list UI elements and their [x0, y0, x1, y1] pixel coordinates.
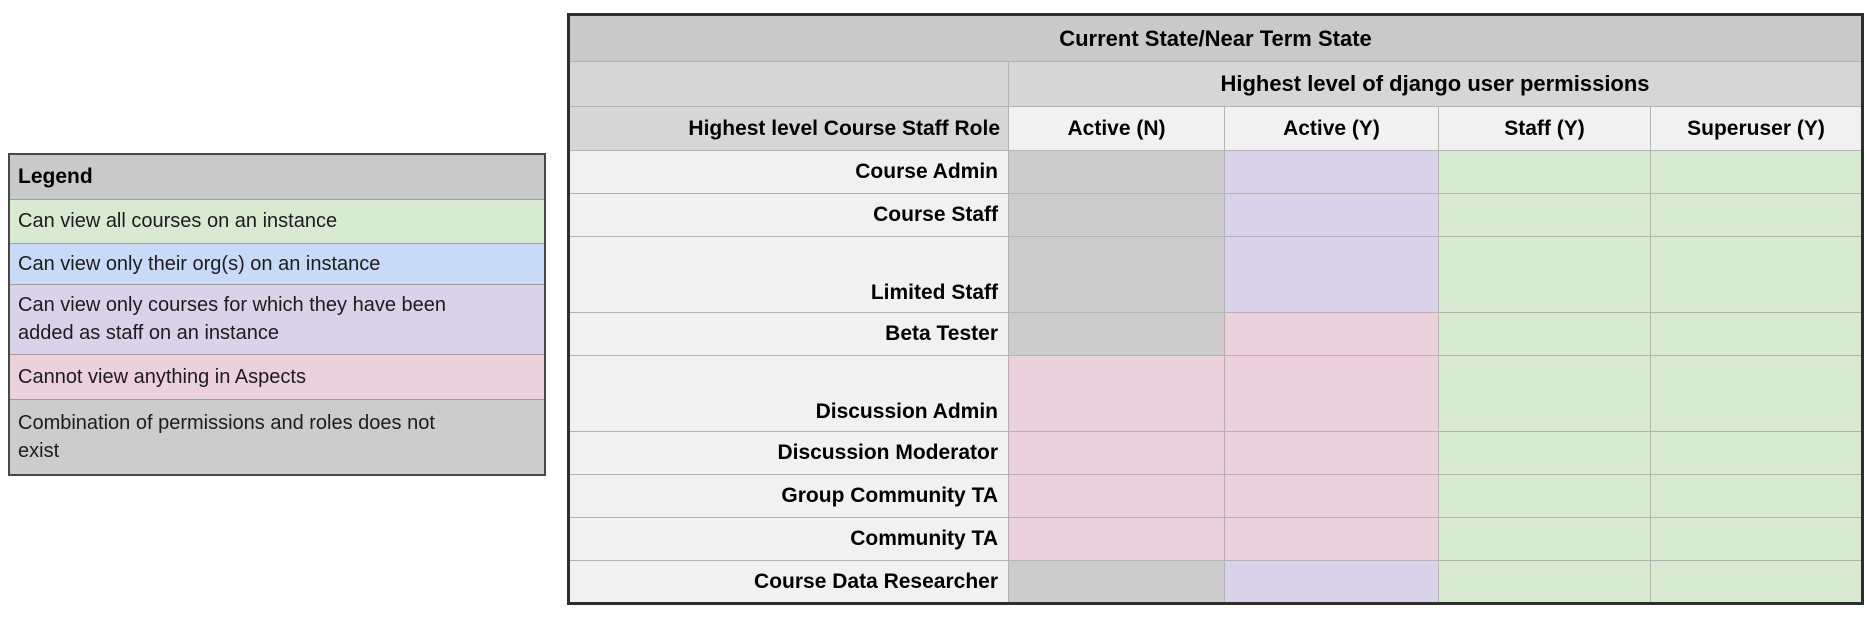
matrix-cell[interactable] [1008, 193, 1225, 237]
legend-item-row: Cannot view anything in Aspects [9, 353, 545, 399]
matrix-cell[interactable] [1438, 312, 1651, 356]
matrix-cell[interactable] [1224, 560, 1439, 604]
empty-corner-cell[interactable] [568, 61, 1009, 107]
legend-item-view-none-cell[interactable]: Cannot view anything in Aspects [9, 353, 545, 399]
column-group-header-cell[interactable]: Highest level of django user permissions [1008, 61, 1863, 107]
matrix-cell[interactable] [1008, 236, 1225, 313]
legend-item-view-added-staff-cell[interactable]: Can view only courses for which they hav… [9, 283, 545, 354]
matrix-title-cell[interactable]: Current State/Near Term State [568, 14, 1863, 62]
matrix-title-row: Current State/Near Term State [568, 14, 1863, 62]
row-label-cell[interactable]: Course Staff [568, 193, 1009, 237]
matrix-cell[interactable] [1438, 560, 1651, 604]
legend-table: Legend Can view all courses on an instan… [8, 153, 546, 476]
matrix-cell[interactable] [1224, 193, 1439, 237]
matrix-cell[interactable] [1650, 431, 1863, 475]
legend-item-row: Can view only courses for which they hav… [9, 283, 545, 354]
legend-title-cell[interactable]: Legend [9, 154, 545, 199]
matrix-cell[interactable] [1008, 560, 1225, 604]
matrix-cell[interactable] [1008, 150, 1225, 194]
permissions-matrix-table: Current State/Near Term State Highest le… [567, 13, 1864, 605]
matrix-cell[interactable] [1438, 474, 1651, 518]
matrix-row-discussion-admin: Discussion Admin [568, 355, 1863, 432]
matrix-cell[interactable] [1438, 150, 1651, 194]
matrix-cell[interactable] [1650, 193, 1863, 237]
matrix-cell[interactable] [1650, 355, 1863, 432]
matrix-cell[interactable] [1008, 355, 1225, 432]
matrix-row-community-ta: Community TA [568, 517, 1863, 561]
legend-item-view-org-cell[interactable]: Can view only their org(s) on an instanc… [9, 242, 545, 284]
column-header-superuser-y-cell[interactable]: Superuser (Y) [1650, 106, 1863, 151]
row-label-cell[interactable]: Limited Staff [568, 236, 1009, 313]
matrix-cell[interactable] [1224, 150, 1439, 194]
matrix-cell[interactable] [1008, 431, 1225, 475]
legend-item-row: Can view only their org(s) on an instanc… [9, 242, 545, 284]
matrix-cell[interactable] [1224, 474, 1439, 518]
matrix-subheader-row: Highest level of django user permissions [568, 61, 1863, 107]
matrix-cell[interactable] [1008, 474, 1225, 518]
matrix-cell[interactable] [1650, 236, 1863, 313]
matrix-row-beta-tester: Beta Tester [568, 312, 1863, 356]
legend-item-view-all-cell[interactable]: Can view all courses on an instance [9, 198, 545, 243]
row-label-cell[interactable]: Community TA [568, 517, 1009, 561]
matrix-cell[interactable] [1650, 560, 1863, 604]
legend-item-not-exist-cell[interactable]: Combination of permissions and roles doe… [9, 398, 545, 475]
matrix-row-limited-staff: Limited Staff [568, 236, 1863, 313]
matrix-cell[interactable] [1650, 517, 1863, 561]
matrix-row-course-admin: Course Admin [568, 150, 1863, 194]
matrix-cell[interactable] [1224, 431, 1439, 475]
matrix-column-header-row: Highest level Course Staff Role Active (… [568, 106, 1863, 151]
matrix-cell[interactable] [1438, 193, 1651, 237]
legend-header-row: Legend [9, 154, 545, 199]
matrix-row-discussion-moderator: Discussion Moderator [568, 431, 1863, 475]
matrix-cell[interactable] [1650, 474, 1863, 518]
matrix-row-group-community-ta: Group Community TA [568, 474, 1863, 518]
matrix-row-course-staff: Course Staff [568, 193, 1863, 237]
row-label-cell[interactable]: Group Community TA [568, 474, 1009, 518]
matrix-cell[interactable] [1008, 312, 1225, 356]
matrix-cell[interactable] [1650, 312, 1863, 356]
row-label-cell[interactable]: Course Admin [568, 150, 1009, 194]
matrix-cell[interactable] [1224, 355, 1439, 432]
matrix-row-course-data-researcher: Course Data Researcher [568, 560, 1863, 604]
matrix-cell[interactable] [1438, 431, 1651, 475]
matrix-cell[interactable] [1438, 236, 1651, 313]
matrix-cell[interactable] [1438, 355, 1651, 432]
column-header-staff-y-cell[interactable]: Staff (Y) [1438, 106, 1651, 151]
legend-item-row: Can view all courses on an instance [9, 198, 545, 243]
row-label-cell[interactable]: Discussion Moderator [568, 431, 1009, 475]
legend-item-row: Combination of permissions and roles doe… [9, 398, 545, 475]
row-label-cell[interactable]: Discussion Admin [568, 355, 1009, 432]
column-header-active-n-cell[interactable]: Active (N) [1008, 106, 1225, 151]
matrix-cell[interactable] [1224, 312, 1439, 356]
matrix-cell[interactable] [1224, 517, 1439, 561]
matrix-cell[interactable] [1008, 517, 1225, 561]
row-label-cell[interactable]: Beta Tester [568, 312, 1009, 356]
row-label-cell[interactable]: Course Data Researcher [568, 560, 1009, 604]
row-header-cell[interactable]: Highest level Course Staff Role [568, 106, 1009, 151]
matrix-cell[interactable] [1224, 236, 1439, 313]
column-header-active-y-cell[interactable]: Active (Y) [1224, 106, 1439, 151]
matrix-cell[interactable] [1438, 517, 1651, 561]
matrix-cell[interactable] [1650, 150, 1863, 194]
